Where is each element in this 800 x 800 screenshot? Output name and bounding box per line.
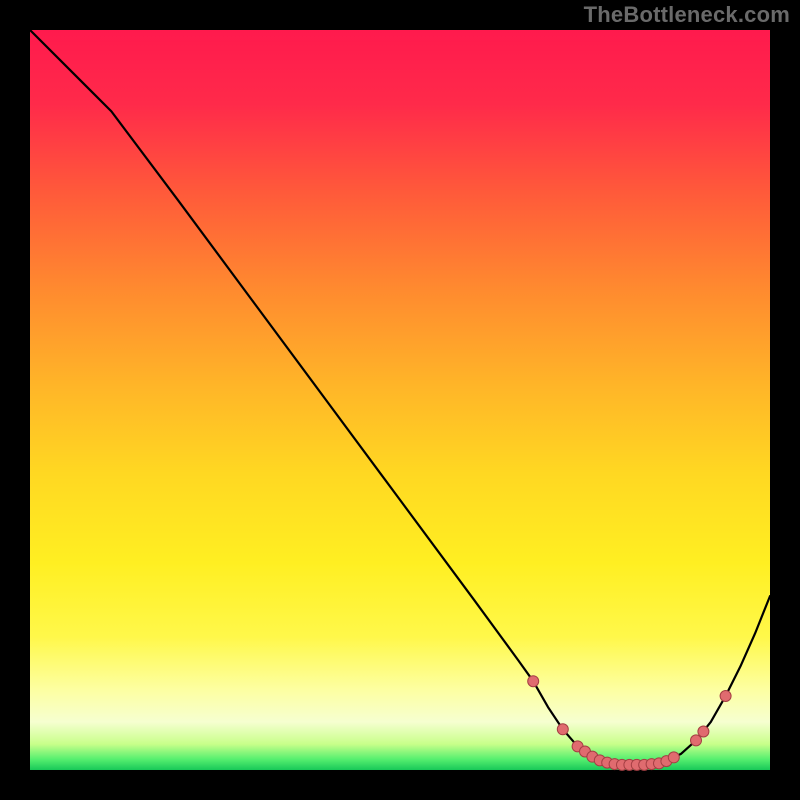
curve-marker — [720, 691, 731, 702]
gradient-panel — [30, 30, 770, 770]
curve-marker — [668, 752, 679, 763]
curve-marker — [698, 726, 709, 737]
watermark-text: TheBottleneck.com — [584, 2, 790, 28]
chart-stage: TheBottleneck.com — [0, 0, 800, 800]
chart-svg — [0, 0, 800, 800]
curve-marker — [528, 676, 539, 687]
curve-marker — [691, 735, 702, 746]
curve-marker — [557, 724, 568, 735]
